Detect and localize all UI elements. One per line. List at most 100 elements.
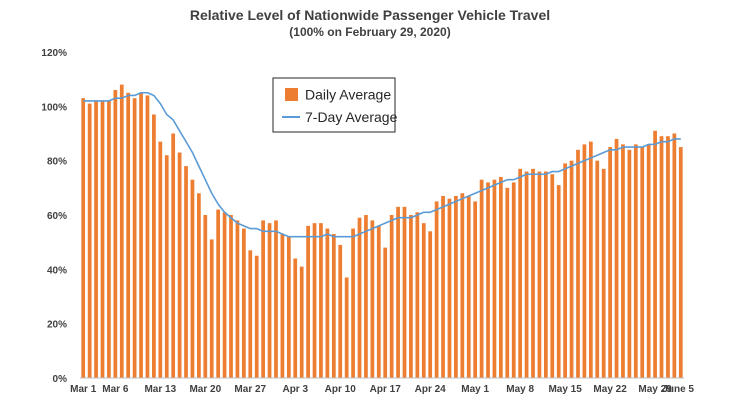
bar-daily-average <box>261 220 265 378</box>
bar-daily-average <box>171 133 176 378</box>
legend-label-7-day-average: 7-Day Average <box>305 109 398 125</box>
bar-daily-average <box>614 138 619 378</box>
bar-daily-average <box>190 179 195 378</box>
bar-daily-average <box>389 215 394 378</box>
bar-daily-average <box>357 217 362 378</box>
bar-daily-average <box>595 160 600 378</box>
bar-daily-average <box>241 228 246 378</box>
bar-daily-average <box>627 149 632 378</box>
x-tick-label: May 1 <box>461 384 489 395</box>
bar-daily-average <box>267 223 272 378</box>
bar-daily-average <box>653 130 657 378</box>
y-tick-label: 40% <box>47 265 67 276</box>
bar-daily-average <box>659 136 664 378</box>
bar-daily-average <box>428 231 433 378</box>
bar-daily-average <box>81 98 86 379</box>
bar-daily-average <box>203 215 208 378</box>
bar-daily-average <box>672 133 677 378</box>
bar-daily-average <box>563 163 567 378</box>
bar-daily-average <box>415 212 420 378</box>
bar-daily-average <box>274 220 278 378</box>
bar-daily-average <box>209 239 214 378</box>
chart-title: Relative Level of Nationwide Passenger V… <box>189 7 551 23</box>
bar-daily-average <box>331 234 336 378</box>
x-tick-label: Mar 27 <box>234 384 266 395</box>
bar-daily-average <box>640 147 645 378</box>
bar-daily-average <box>184 166 188 378</box>
bar-daily-average <box>319 223 323 378</box>
bar-daily-average <box>473 201 478 378</box>
bar-daily-average <box>492 179 497 378</box>
x-tick-label: Mar 6 <box>102 384 129 395</box>
bar-daily-average <box>152 114 156 378</box>
bar-daily-average <box>248 250 253 378</box>
y-tick-label: 20% <box>47 320 67 331</box>
bar-daily-average <box>396 206 400 378</box>
x-tick-label: Mar 13 <box>144 384 176 395</box>
bar-daily-average <box>499 176 503 378</box>
legend-label-daily-average: Daily Average <box>305 87 391 103</box>
bar-daily-average <box>582 144 587 378</box>
bar-daily-average <box>511 182 516 378</box>
bar-daily-average <box>678 147 683 378</box>
bar-daily-average <box>569 160 574 378</box>
bar-daily-average <box>235 220 240 378</box>
bar-daily-average <box>139 92 143 378</box>
x-tick-label: May 22 <box>593 384 627 395</box>
bar-daily-average <box>505 187 510 378</box>
bar-daily-average <box>280 234 285 378</box>
bar-daily-average <box>621 144 625 378</box>
bar-daily-average <box>601 168 606 378</box>
bar-daily-average <box>460 193 465 378</box>
bar-daily-average <box>229 215 233 378</box>
bar-daily-average <box>646 144 651 378</box>
bar-daily-average <box>518 168 523 378</box>
bar-daily-average <box>466 195 471 378</box>
bar-daily-average <box>197 193 201 378</box>
bar-daily-average <box>588 141 593 378</box>
y-tick-label: 80% <box>47 157 67 168</box>
x-tick-label: May 8 <box>506 384 534 395</box>
bar-daily-average <box>132 98 137 379</box>
bar-daily-average <box>177 152 182 378</box>
bar-daily-average <box>119 84 124 378</box>
y-tick-label: 120% <box>41 48 67 59</box>
y-tick-label: 60% <box>47 211 67 222</box>
bar-daily-average <box>325 228 330 378</box>
bar-daily-average <box>312 223 317 378</box>
bar-daily-average <box>409 215 413 378</box>
x-tick-label: Mar 1 <box>70 384 97 395</box>
bar-daily-average <box>524 171 529 378</box>
bar-daily-average <box>216 209 221 378</box>
y-tick-label: 100% <box>41 102 67 113</box>
bar-daily-average <box>94 100 98 379</box>
bar-daily-average <box>286 236 291 378</box>
bar-daily-average <box>254 255 259 378</box>
bar-daily-average <box>344 277 349 378</box>
bar-daily-average <box>87 103 92 379</box>
x-tick-label: May 15 <box>548 384 582 395</box>
bar-daily-average <box>454 195 458 378</box>
bar-daily-average <box>364 215 368 378</box>
x-tick-label: Apr 17 <box>370 384 402 395</box>
bar-daily-average <box>100 100 105 379</box>
bar-daily-average <box>383 247 388 378</box>
bar-daily-average <box>447 198 452 378</box>
bar-daily-average <box>434 201 439 378</box>
bar-daily-average <box>126 92 131 378</box>
x-tick-label: June 5 <box>662 384 694 395</box>
bar-daily-average <box>299 266 304 378</box>
x-tick-label: May 29 <box>638 384 672 395</box>
bar-daily-average <box>479 179 484 378</box>
bar-daily-average <box>370 220 375 378</box>
x-tick-label: Apr 10 <box>325 384 357 395</box>
bar-daily-average <box>537 171 542 378</box>
x-tick-label: Apr 24 <box>415 384 447 395</box>
bar-daily-average <box>576 149 580 378</box>
bar-daily-average <box>550 174 555 378</box>
bar-daily-average <box>402 206 407 378</box>
legend-swatch-daily-average <box>285 88 298 101</box>
bar-daily-average <box>486 182 490 378</box>
bar-daily-average <box>164 155 169 378</box>
x-tick-label: Mar 20 <box>189 384 221 395</box>
